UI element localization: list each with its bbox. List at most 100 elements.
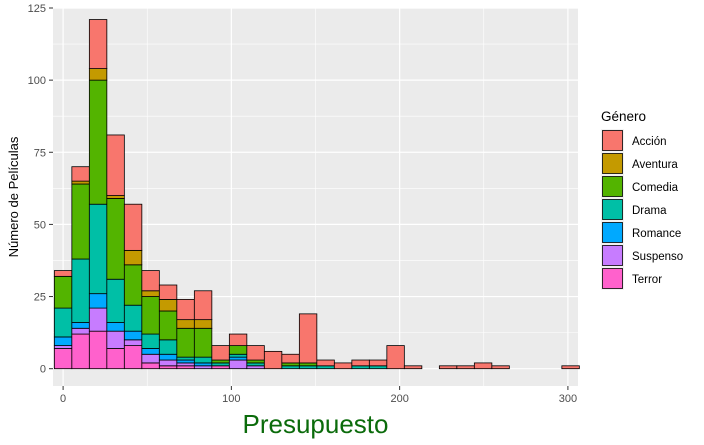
bar-segment [88, 68, 108, 81]
bar-segment [71, 180, 90, 185]
bar-segment [263, 350, 283, 370]
bar-segment [228, 353, 248, 358]
bar-segment [211, 365, 230, 370]
y-axis: 0 25 50 75 100 125 [28, 3, 53, 376]
bar-segment [106, 322, 125, 332]
bar-segment [193, 327, 213, 358]
bar-segment [141, 333, 160, 349]
bar-segment [333, 362, 353, 370]
bar-segment [88, 330, 108, 370]
bar-segment [228, 345, 248, 355]
bar-segment [176, 362, 195, 367]
bar-segment [88, 79, 108, 205]
bar-segment [106, 198, 125, 280]
bar-segment [71, 258, 90, 323]
bar-segment [281, 362, 300, 367]
bar-segment [211, 362, 230, 367]
legend-swatch [602, 199, 623, 220]
bar-segment [88, 19, 108, 69]
bar-segment [176, 365, 195, 370]
bar-segment [193, 290, 213, 321]
bar-segment [281, 353, 300, 364]
bar-segment [473, 362, 493, 370]
y-tick-label: 25 [34, 292, 46, 304]
y-tick-label: 100 [28, 75, 46, 87]
bar-segment [561, 365, 580, 370]
bar-segment [158, 359, 178, 367]
bar-segment [193, 319, 213, 329]
bar-segment [351, 359, 370, 367]
y-tick-label: 0 [40, 364, 46, 376]
bar-segment [141, 270, 160, 292]
x-axis: 0 100 200 300 [60, 386, 577, 405]
bar-segment [123, 304, 143, 332]
bar-segment [158, 353, 178, 361]
bar-segment [158, 299, 178, 312]
y-tick-label: 75 [34, 147, 46, 159]
bar-segment [141, 348, 160, 355]
bar-segment [71, 333, 90, 370]
bar-segment [176, 327, 195, 358]
y-axis-title: Número de Películas [6, 136, 21, 257]
bar-segment [456, 365, 475, 370]
bar-segment [71, 166, 90, 182]
bar-segment [211, 345, 230, 361]
bar-segment [71, 322, 90, 329]
bar-segment [158, 310, 178, 341]
y-tick-label: 50 [34, 219, 46, 231]
bar-segment [176, 299, 195, 321]
bar-segment [351, 365, 370, 370]
bar-segment [438, 365, 458, 370]
bar-segment [106, 195, 125, 199]
bar-segment [316, 365, 335, 370]
bar-segment [141, 362, 160, 370]
bar-segment [88, 293, 108, 309]
legend-swatch [602, 153, 623, 174]
bar-segment [176, 359, 195, 364]
bar-segment [71, 183, 90, 260]
bar-segment [368, 359, 388, 367]
bar-segment [53, 307, 73, 338]
bar-segment [228, 356, 248, 361]
bar-segment [123, 345, 143, 370]
bar-segment [53, 348, 73, 370]
legend-swatch [602, 130, 623, 151]
bar-segment [123, 249, 143, 266]
x-tick-label: 300 [559, 393, 577, 405]
y-tick-label: 125 [28, 3, 46, 15]
bar-segment [53, 275, 73, 309]
bar-segment [176, 356, 195, 361]
bar-segment [298, 365, 318, 370]
bar-segment [88, 203, 108, 295]
x-axis-title: Presupuesto [243, 409, 389, 439]
legend-label: Comedia [632, 182, 679, 194]
bar-segment [123, 330, 143, 341]
bar-segment [158, 339, 178, 355]
x-tick-label: 0 [60, 393, 66, 405]
bar-segment [298, 313, 318, 364]
bar-segment [246, 359, 265, 364]
legend-label: Suspenso [632, 251, 683, 263]
bar-segment [158, 365, 178, 370]
legend-label: Terror [632, 274, 662, 286]
bar-segment [228, 333, 248, 347]
legend-label: Aventura [632, 159, 678, 171]
legend-label: Romance [632, 228, 681, 240]
bar-segment [246, 362, 265, 367]
bar-segment [193, 365, 213, 370]
legend-label: Drama [632, 205, 667, 217]
x-tick-label: 100 [222, 393, 240, 405]
legend-swatch [602, 245, 623, 266]
bar-segment [316, 359, 335, 367]
bar-segment [106, 330, 125, 349]
bar-segment [368, 365, 388, 370]
bar-segment [491, 365, 510, 370]
bar-segment [71, 327, 90, 335]
legend-label: Acción [632, 136, 667, 148]
bar-segment [298, 362, 318, 367]
bar-segment [123, 339, 143, 347]
legend-swatch [602, 222, 623, 243]
bar-segment [106, 134, 125, 196]
bar-segment [141, 353, 160, 364]
